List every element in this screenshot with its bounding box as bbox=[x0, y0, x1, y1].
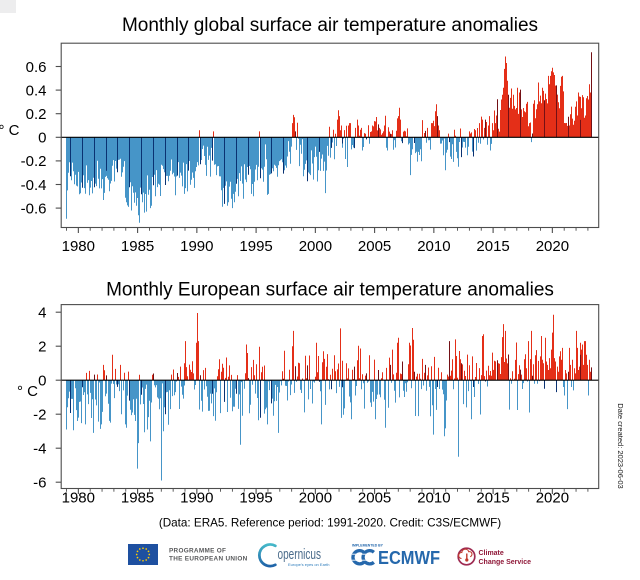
svg-text:0: 0 bbox=[38, 130, 46, 147]
svg-text:-0.2: -0.2 bbox=[21, 153, 47, 170]
svg-text:1985: 1985 bbox=[121, 489, 154, 506]
svg-text:1985: 1985 bbox=[121, 238, 154, 255]
svg-text:1980: 1980 bbox=[62, 238, 95, 255]
svg-text:0.6: 0.6 bbox=[26, 59, 47, 76]
svg-text:2005: 2005 bbox=[358, 238, 391, 255]
svg-text:° C: ° C bbox=[0, 122, 20, 139]
svg-text:0.4: 0.4 bbox=[26, 82, 47, 99]
svg-text:1995: 1995 bbox=[239, 238, 272, 255]
svg-text:-0.6: -0.6 bbox=[21, 200, 47, 217]
svg-text:2000: 2000 bbox=[299, 489, 332, 506]
svg-text:2000: 2000 bbox=[299, 238, 332, 255]
svg-text:PROGRAMME OF: PROGRAMME OF bbox=[169, 548, 226, 555]
svg-text:2020: 2020 bbox=[536, 238, 569, 255]
svg-text:-2: -2 bbox=[33, 407, 46, 424]
svg-text:1990: 1990 bbox=[180, 489, 213, 506]
svg-text:2015: 2015 bbox=[476, 489, 509, 506]
svg-text:-6: -6 bbox=[33, 475, 46, 492]
svg-text:2010: 2010 bbox=[417, 489, 450, 506]
svg-text:0.2: 0.2 bbox=[26, 106, 47, 123]
svg-text:ECMWF: ECMWF bbox=[378, 548, 440, 568]
svg-text:Monthly European surface air t: Monthly European surface air temperature… bbox=[106, 279, 554, 300]
svg-text:0: 0 bbox=[38, 373, 46, 390]
svg-text:2015: 2015 bbox=[476, 238, 509, 255]
svg-text:2010: 2010 bbox=[417, 238, 450, 255]
svg-text:° C: ° C bbox=[17, 383, 38, 400]
svg-text:-0.4: -0.4 bbox=[21, 177, 47, 194]
svg-text:1980: 1980 bbox=[62, 489, 95, 506]
svg-text:2005: 2005 bbox=[358, 489, 391, 506]
svg-text:IMPLEMENTED BY: IMPLEMENTED BY bbox=[352, 542, 383, 547]
svg-text:-4: -4 bbox=[33, 441, 46, 458]
svg-text:opernicus: opernicus bbox=[278, 546, 322, 563]
svg-text:Change Service: Change Service bbox=[479, 559, 532, 566]
svg-text:(Data: ERA5. Reference period: (Data: ERA5. Reference period: 1991-2020… bbox=[159, 517, 501, 530]
svg-text:2: 2 bbox=[38, 339, 46, 356]
svg-text:THE EUROPEAN UNION: THE EUROPEAN UNION bbox=[169, 556, 248, 563]
svg-text:Climate: Climate bbox=[479, 550, 504, 557]
svg-text:2020: 2020 bbox=[536, 489, 569, 506]
svg-text:Monthly global surface air tem: Monthly global surface air temperature a… bbox=[122, 15, 538, 36]
svg-text:Europe's eyes on Earth: Europe's eyes on Earth bbox=[288, 562, 329, 567]
svg-text:Date created: 2023-06-03: Date created: 2023-06-03 bbox=[616, 403, 625, 488]
svg-text:1990: 1990 bbox=[180, 238, 213, 255]
svg-text:1995: 1995 bbox=[239, 489, 272, 506]
svg-text:4: 4 bbox=[38, 305, 46, 322]
